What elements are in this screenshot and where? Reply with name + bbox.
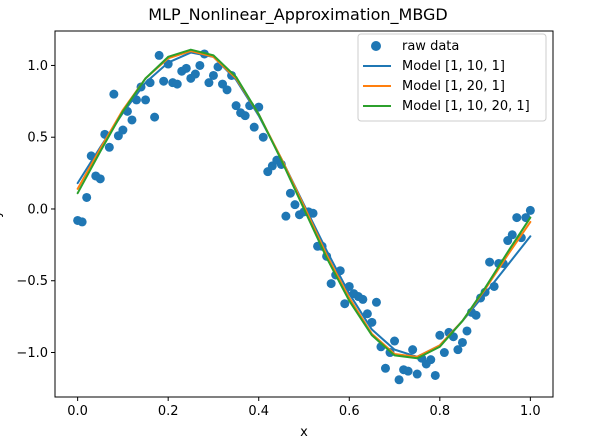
raw-data-point: [195, 60, 205, 70]
x-axis-label: x: [300, 425, 308, 440]
raw-data-point: [380, 363, 390, 373]
x-tick-label: 0.8: [429, 404, 450, 419]
raw-data-point: [249, 122, 259, 132]
raw-data-point: [159, 76, 169, 86]
raw-data-point: [141, 95, 151, 105]
y-tick-label: 0.5: [27, 131, 48, 146]
x-tick-label: 0.4: [248, 404, 269, 419]
raw-data-point: [285, 188, 295, 198]
raw-data-point: [172, 79, 182, 89]
raw-data-point: [435, 330, 445, 340]
raw-data-point: [77, 217, 87, 227]
raw-data-point: [485, 257, 495, 267]
raw-data-point: [394, 375, 404, 385]
x-tick-label: 0.6: [339, 404, 360, 419]
raw-data-point: [281, 211, 291, 221]
raw-data-point: [104, 142, 114, 152]
legend-box: [357, 33, 547, 122]
raw-data-point: [308, 208, 318, 218]
raw-data-point: [408, 345, 418, 355]
raw-data-point: [426, 355, 436, 365]
raw-data-point: [208, 70, 218, 80]
raw-data-point: [371, 297, 381, 307]
raw-data-point: [258, 132, 268, 142]
raw-data-point: [507, 230, 517, 240]
legend: raw data Model [1, 10, 1] Model [1, 20, …: [357, 33, 547, 122]
raw-data-point: [512, 213, 522, 223]
legend-model-2-label: Model [1, 20, 1]: [402, 79, 505, 94]
model-line-3: [76, 48, 532, 360]
raw-data-point: [82, 192, 92, 202]
y-axis-label: y: [0, 210, 4, 218]
raw-data-point: [240, 111, 250, 121]
raw-data-point: [95, 174, 105, 184]
x-tick-label: 1.0: [520, 404, 541, 419]
raw-data-point: [403, 366, 413, 376]
raw-data-point: [181, 63, 191, 73]
raw-data-point: [462, 326, 472, 336]
legend-raw-data-marker: [371, 41, 381, 51]
plot-frame: [54, 30, 554, 398]
raw-data-point: [430, 370, 440, 380]
raw-data-point: [471, 310, 481, 320]
raw-data-point: [231, 101, 241, 111]
raw-data-point: [118, 125, 128, 135]
y-tick-label: −0.5: [16, 274, 48, 289]
legend-raw-data-label: raw data: [402, 39, 459, 54]
raw-data-point: [340, 299, 350, 309]
raw-data-point: [326, 279, 336, 289]
raw-data-point: [358, 294, 368, 304]
raw-data-point: [362, 309, 372, 319]
raw-data-point: [222, 85, 232, 95]
raw-data-point: [457, 337, 467, 347]
raw-data-point: [154, 50, 164, 60]
raw-data-point: [290, 200, 300, 210]
legend-model-3-label: Model [1, 10, 20, 1]: [402, 99, 530, 114]
x-tick-label: 0.2: [158, 404, 179, 419]
raw-data-point: [204, 78, 214, 88]
raw-data-point: [439, 348, 449, 358]
legend-model-1-label: Model [1, 10, 1]: [402, 59, 505, 74]
y-tick-label: 0.0: [27, 202, 48, 217]
raw-data-point: [390, 336, 400, 346]
raw-data-point: [127, 115, 137, 125]
y-tick-label: −1.0: [16, 346, 48, 361]
raw-data-point: [412, 369, 422, 379]
axis-ticks: 0.0 0.2 0.4 0.6 0.8 1.0 −1.0 −0.5 0.0 0.5 1.0: [16, 59, 540, 419]
raw-data-point: [190, 69, 200, 79]
raw-data-point: [525, 205, 535, 215]
y-tick-label: 1.0: [27, 59, 48, 74]
x-tick-label: 0.0: [67, 404, 88, 419]
chart-title: MLP_Nonlinear_Approximation_MBGD: [148, 5, 447, 25]
raw-data-point: [150, 112, 160, 122]
raw-data-point: [109, 89, 119, 99]
raw-data-point: [453, 345, 463, 355]
plot-data-layer: [73, 48, 535, 385]
